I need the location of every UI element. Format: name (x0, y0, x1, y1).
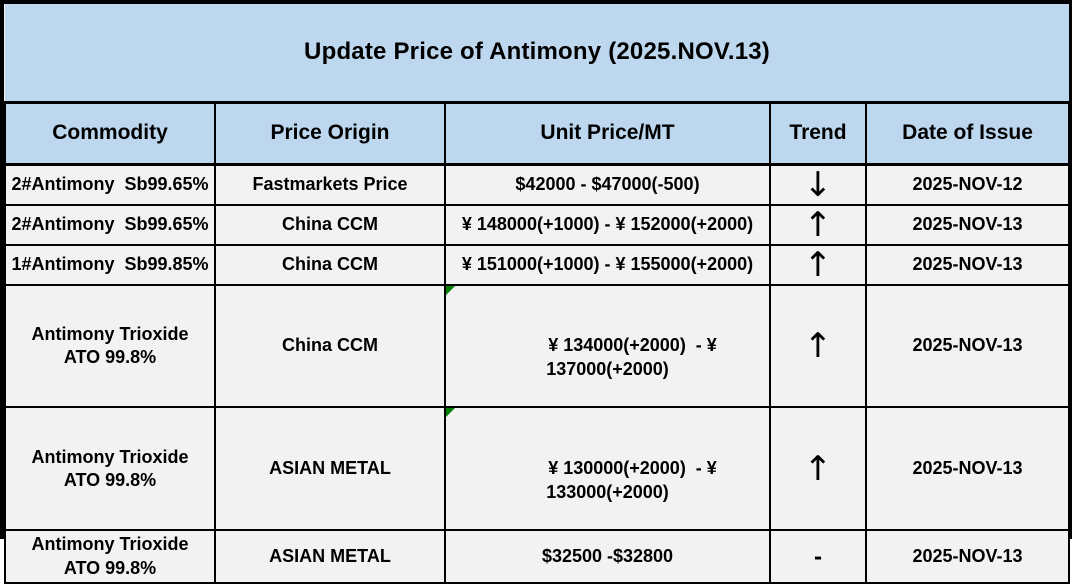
trend-flat-dash: - (769, 529, 867, 584)
price-origin-cell: China CCM (214, 243, 446, 286)
table-row: 1#Antimony Sb99.85% China CCM ¥ 151000(+… (4, 243, 1071, 286)
trend-down-arrow-icon: ↓ (769, 163, 867, 206)
column-header-row: Commodity Price Origin Unit Price/MT Tre… (4, 101, 1071, 166)
trend-up-arrow-icon: ↑ (769, 203, 867, 246)
col-header-trend: Trend (769, 101, 867, 166)
price-origin-cell: China CCM (214, 283, 446, 409)
commodity-cell: Antimony Trioxide ATO 99.8% (4, 406, 216, 532)
price-origin-cell: ASIAN METAL (214, 406, 446, 532)
price-table: Update Price of Antimony (2025.NOV.13) C… (4, 4, 1071, 584)
trend-up-arrow-icon: ↑ (769, 406, 867, 532)
price-origin-cell: Fastmarkets Price (214, 163, 446, 206)
date-of-issue-cell: 2025-NOV-13 (864, 203, 1071, 246)
cell-flag-triangle-icon (446, 408, 455, 418)
cell-flag-triangle-icon (446, 285, 455, 295)
page-title: Update Price of Antimony (2025.NOV.13) (5, 4, 1070, 104)
unit-price-cell: $42000 - $47000(-500) (444, 163, 771, 206)
col-header-price-origin: Price Origin (214, 101, 446, 166)
unit-price-cell: ¥ 151000(+1000) - ¥ 155000(+2000) (444, 243, 771, 286)
unit-price-text: ¥ 130000(+2000) - ¥ 133000(+2000) (546, 458, 722, 502)
trend-up-arrow-icon: ↑ (769, 243, 867, 286)
table-row: 2#Antimony Sb99.65% Fastmarkets Price $4… (4, 163, 1071, 206)
commodity-cell: 2#Antimony Sb99.65% (4, 203, 216, 246)
trend-up-arrow-icon: ↑ (769, 283, 867, 409)
unit-price-text: ¥ 134000(+2000) - ¥ 137000(+2000) (546, 335, 722, 379)
date-of-issue-cell: 2025-NOV-13 (864, 243, 1071, 286)
table-row: Antimony Trioxide ATO 99.8% China CCM ¥ … (4, 283, 1071, 409)
commodity-cell: 1#Antimony Sb99.85% (4, 243, 216, 286)
unit-price-cell: $32500 -$32800 (444, 529, 771, 584)
date-of-issue-cell: 2025-NOV-13 (864, 529, 1071, 584)
col-header-date-of-issue: Date of Issue (864, 101, 1071, 166)
date-of-issue-cell: 2025-NOV-13 (864, 283, 1071, 409)
date-of-issue-cell: 2025-NOV-12 (864, 163, 1071, 206)
commodity-cell: 2#Antimony Sb99.65% (4, 163, 216, 206)
unit-price-cell: ¥ 130000(+2000) - ¥ 133000(+2000) (444, 406, 771, 532)
commodity-cell: Antimony Trioxide ATO 99.8% (4, 529, 216, 584)
unit-price-cell: ¥ 134000(+2000) - ¥ 137000(+2000) (444, 283, 771, 409)
table-row: 2#Antimony Sb99.65% China CCM ¥ 148000(+… (4, 203, 1071, 246)
date-of-issue-cell: 2025-NOV-13 (864, 406, 1071, 532)
price-origin-cell: ASIAN METAL (214, 529, 446, 584)
title-row: Update Price of Antimony (2025.NOV.13) (5, 4, 1070, 104)
col-header-commodity: Commodity (4, 101, 216, 166)
price-origin-cell: China CCM (214, 203, 446, 246)
table-row: Antimony Trioxide ATO 99.8% ASIAN METAL … (4, 406, 1071, 532)
unit-price-cell: ¥ 148000(+1000) - ¥ 152000(+2000) (444, 203, 771, 246)
commodity-cell: Antimony Trioxide ATO 99.8% (4, 283, 216, 409)
table-row: Antimony Trioxide ATO 99.8% ASIAN METAL … (4, 529, 1071, 584)
col-header-unit-price: Unit Price/MT (444, 101, 771, 166)
